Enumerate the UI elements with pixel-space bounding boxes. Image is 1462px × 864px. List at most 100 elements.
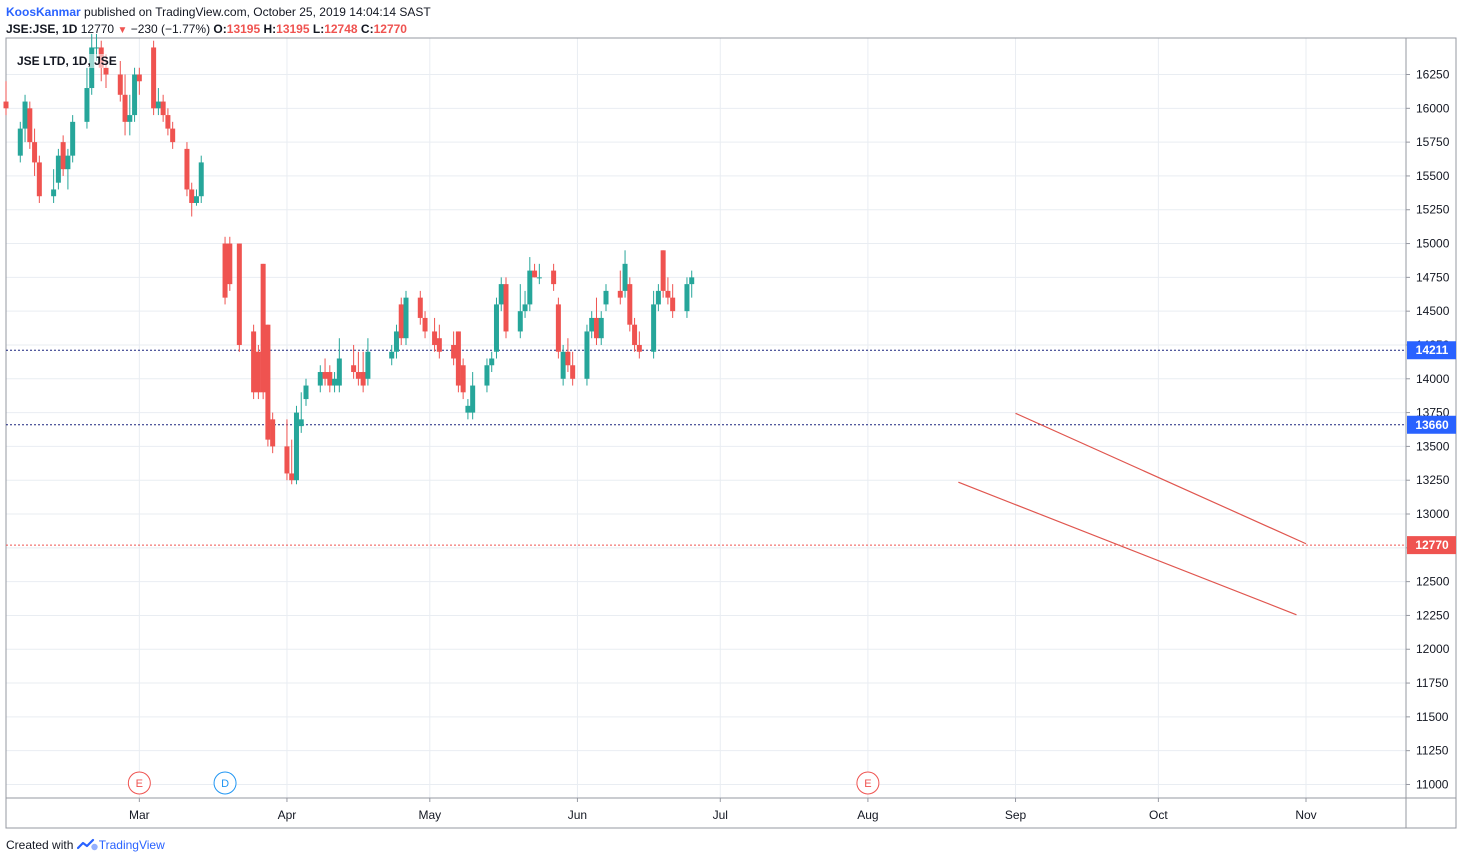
candle-body [303,385,309,400]
y-tick-label: 14750 [1416,270,1450,284]
candle-body [617,290,623,298]
candle-body [403,297,409,339]
candle-body [565,351,571,366]
candle-body [451,344,457,359]
candle-body [484,365,490,386]
candle-body [665,290,671,298]
candle-body [417,297,423,318]
candle-body [298,419,304,427]
candle-body [236,243,242,345]
candle-body [603,290,609,305]
candle-body [70,121,76,156]
candle-body [151,47,157,109]
candle-body [598,317,604,339]
plot-area [6,38,1406,798]
y-tick-label: 16000 [1416,101,1450,115]
low-value: 12748 [324,22,358,36]
author-name[interactable]: KoosKanmar [6,5,81,19]
candle-body [51,189,57,197]
x-tick-label: Jul [713,808,728,822]
candle-body [632,324,638,345]
candle-body [60,142,66,170]
y-tick-label: 13250 [1416,473,1450,487]
candle-body [460,365,466,393]
candle-body [393,331,399,352]
candle-body [184,148,190,190]
candle-body [284,446,290,474]
candle-body [684,284,690,312]
candle-body [17,128,23,156]
candle-body [127,115,133,122]
high-label: H: [263,22,277,36]
x-tick-label: Apr [278,808,297,822]
candle-body [265,324,271,440]
y-tick-label: 13000 [1416,507,1450,521]
candle-body [293,412,299,481]
candle-body [532,270,538,278]
publish-info: KoosKanmar published on TradingView.com,… [6,5,431,19]
candle-body [93,47,99,49]
candle-body [227,243,233,285]
tradingview-brand[interactable]: TradingView [98,838,165,852]
candle-body [65,155,71,170]
trend-line [958,481,1297,616]
y-tick-label: 15250 [1416,203,1450,217]
candle-body [132,74,138,116]
x-tick-label: Jun [568,808,587,822]
symbol-interval: JSE:JSE, 1D [6,22,78,36]
candle-body [117,74,123,95]
y-tick-label: 12000 [1416,642,1450,656]
y-tick-label: 11250 [1416,744,1449,758]
event-marker-label: E [136,778,143,790]
chart-symbol-label: JSE LTD, 1D, JSE [15,54,119,68]
x-tick-label: May [418,808,441,822]
candle-body [455,331,461,386]
price-badge [1407,415,1456,434]
candle-body [27,108,33,143]
last-price-badge [1407,536,1456,555]
open-label: O: [213,22,227,36]
x-tick-label: Mar [129,808,150,822]
candle-body [493,304,499,352]
candle-body [136,74,142,82]
event-marker [213,771,237,795]
candle-body [593,317,599,339]
y-tick-label: 15000 [1416,237,1450,251]
candle-body [389,351,395,359]
candle-body [332,378,338,386]
candle-body [155,101,161,109]
candle-body [517,311,523,332]
high-value: 13195 [276,22,310,36]
candle-body [436,338,442,352]
event-marker [856,771,880,795]
candle-body [255,351,261,393]
price-badge [1407,341,1456,360]
candle-body [570,365,576,379]
y-tick-label: 11500 [1416,710,1449,724]
candle-body [289,473,295,481]
candle-body [336,358,342,386]
candle-body [651,304,657,352]
y-tick-label: 12500 [1416,575,1450,589]
low-label: L: [312,22,325,36]
candle-body [584,331,590,379]
candle-body [560,351,566,379]
candle-body [536,277,542,279]
candle-body [222,243,228,298]
candle-body [555,304,561,352]
candle-body [55,155,61,183]
candle-body [636,344,642,352]
x-tick-label: Oct [1149,808,1168,822]
y-tick-label: 13500 [1416,439,1450,453]
last-price: 12770 [80,22,115,36]
x-tick-label: Sep [1005,808,1027,822]
last-price-badge-label: 12770 [1415,538,1449,552]
x-tick-label: Nov [1295,808,1316,822]
x-tick-label: Aug [857,808,878,822]
candle-body [317,372,323,386]
candle-body [36,162,42,197]
candle-body [327,372,333,386]
open-value: 13195 [226,22,261,36]
candle-body [360,372,366,386]
candle-body [355,372,361,379]
